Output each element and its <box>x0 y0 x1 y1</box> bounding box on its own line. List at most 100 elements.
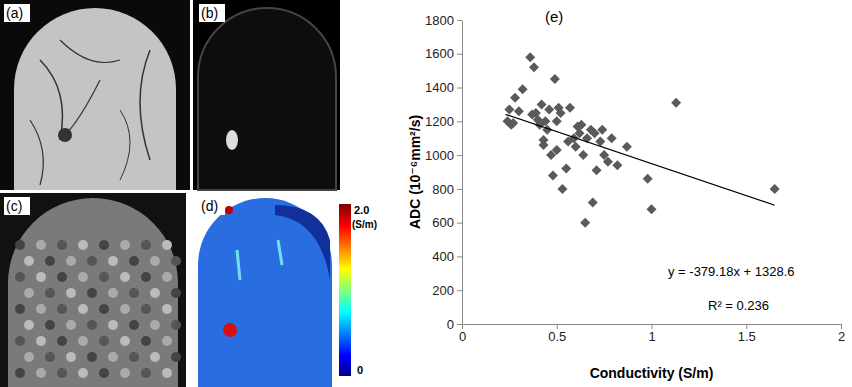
point <box>574 128 584 138</box>
image-a-bg <box>0 0 190 190</box>
point <box>561 164 571 174</box>
tick: 0.5 <box>548 324 566 344</box>
image-c-texture <box>45 320 55 330</box>
image-c-texture <box>162 272 172 282</box>
image-c-texture <box>99 240 109 250</box>
colorbar-unit: (S/m) <box>352 219 377 230</box>
tick-label: 800 <box>432 182 454 197</box>
image-c-texture <box>66 352 76 362</box>
tick-label: 200 <box>432 283 454 298</box>
image-c-texture <box>24 288 34 298</box>
image-c-texture <box>129 320 139 330</box>
tick-label: 0 <box>459 329 466 344</box>
image-c-texture <box>24 256 34 266</box>
image-d-spot <box>225 206 233 214</box>
point <box>544 105 554 115</box>
point <box>647 204 657 214</box>
image-a-vessel <box>120 110 130 180</box>
tick: 1600 <box>425 46 462 61</box>
tick-label: 2 <box>838 329 845 344</box>
panel-label-bg <box>199 197 225 215</box>
image-c-texture <box>24 320 34 330</box>
panel-label: (d) <box>201 198 218 214</box>
point <box>537 99 547 109</box>
image-c-texture <box>141 240 151 250</box>
point <box>525 52 535 62</box>
point <box>504 105 514 115</box>
y-axis-title: ADC (10⁻⁶mm²/s) <box>407 115 423 229</box>
tick-label: 1.5 <box>738 329 756 344</box>
image-c-texture <box>36 304 46 314</box>
image-b-bg <box>193 0 340 190</box>
annotation: y = -379.18x + 1328.6 <box>668 264 794 279</box>
image-c-texture <box>108 320 118 330</box>
annotation: R² = 0.236 <box>708 298 769 313</box>
point <box>578 150 588 160</box>
image-a-vessel <box>60 40 120 63</box>
image-d-vessel <box>237 240 282 280</box>
tick-mark <box>457 290 462 291</box>
image-c-texture <box>141 304 151 314</box>
image-c-texture <box>99 336 109 346</box>
point <box>510 93 520 103</box>
tick-mark <box>457 20 462 21</box>
tick-mark <box>457 223 462 224</box>
point <box>548 170 558 180</box>
tick-label: 1600 <box>425 46 454 61</box>
image-c-texture <box>78 272 88 282</box>
image-c-texture <box>57 368 67 378</box>
image-a-vessel <box>140 50 150 160</box>
image-c-texture <box>141 368 151 378</box>
point <box>607 133 617 143</box>
image-c-texture <box>87 256 97 266</box>
tick-label: 1200 <box>425 114 454 129</box>
tick: 0 <box>447 317 462 332</box>
image-c-texture <box>99 368 109 378</box>
panel-label: (a) <box>6 5 23 21</box>
tick: 1400 <box>425 80 462 95</box>
image-a-lesion <box>58 128 72 142</box>
tick: 1.5 <box>738 324 756 344</box>
tick-label: 1000 <box>425 148 454 163</box>
image-c-texture <box>78 368 88 378</box>
image-c-texture <box>57 304 67 314</box>
image-c-texture <box>45 288 55 298</box>
image-c-texture <box>66 256 76 266</box>
figure: (a)(b)(c)(d)02.0(S/m)00.511.520200400600… <box>0 0 852 387</box>
image-c-tissue <box>8 198 178 387</box>
point <box>671 98 681 108</box>
point <box>597 125 607 135</box>
image-b-lesion <box>226 130 238 150</box>
point <box>538 140 548 150</box>
tick: 1000 <box>425 148 462 163</box>
image-c-texture <box>171 288 181 298</box>
image-c-texture <box>99 272 109 282</box>
image-c-texture <box>87 352 97 362</box>
point <box>588 197 598 207</box>
image-a-vessel <box>65 80 100 135</box>
image-c-texture <box>57 272 67 282</box>
image-c-texture <box>141 272 151 282</box>
image-c-texture <box>99 304 109 314</box>
tick-label: 400 <box>432 249 454 264</box>
point <box>514 106 524 116</box>
point <box>603 157 613 167</box>
tick: 200 <box>432 283 462 298</box>
tick-label: 0.5 <box>548 329 566 344</box>
colorbar-tick-label: 2.0 <box>354 204 369 216</box>
image-c-texture <box>129 352 139 362</box>
point <box>508 118 518 128</box>
point <box>592 165 602 175</box>
colorbar-tick-label: 0 <box>357 364 363 376</box>
image-d-spot <box>223 323 237 337</box>
image-c-texture <box>78 336 88 346</box>
image-c-texture <box>57 240 67 250</box>
image-d-tissue <box>198 198 332 387</box>
image-c-texture <box>120 240 130 250</box>
point <box>540 116 550 126</box>
image-c-texture <box>162 304 172 314</box>
image-c-texture <box>15 272 25 282</box>
point <box>643 174 653 184</box>
x-axis-title: Conductivity (S/m) <box>590 365 714 381</box>
tick: 2 <box>838 324 845 344</box>
